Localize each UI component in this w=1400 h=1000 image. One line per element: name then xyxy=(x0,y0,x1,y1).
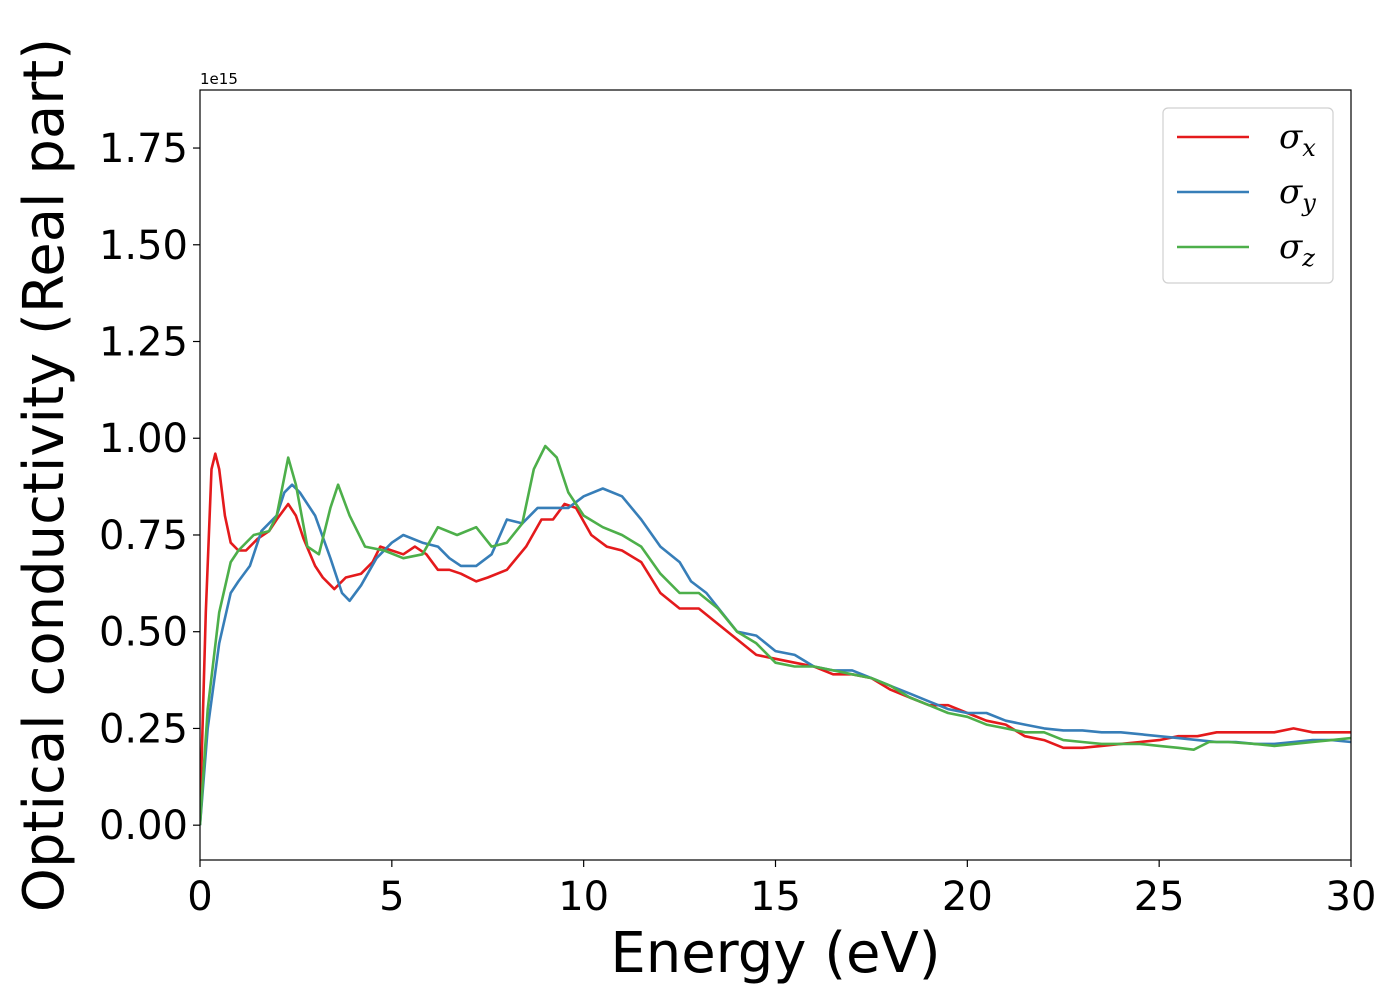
legend: σx σy σz xyxy=(1162,107,1334,284)
x-tick-label: 10 xyxy=(558,874,609,920)
legend-label-z: σz xyxy=(1279,227,1315,272)
x-tick-label: 25 xyxy=(1134,874,1185,920)
series-layer xyxy=(200,444,1351,826)
x-axis-ticks: 0 5 10 15 20 25 30 xyxy=(187,860,1376,920)
x-tick-label: 5 xyxy=(379,874,404,920)
legend-box xyxy=(1162,107,1334,284)
y-tick-label: 1.75 xyxy=(99,126,188,172)
legend-label-y: σy xyxy=(1279,172,1316,217)
y-offset-text: 1e15 xyxy=(200,70,238,88)
y-axis-label: Optical conductivity (Real part) xyxy=(12,38,77,912)
x-tick-label: 0 xyxy=(187,874,212,920)
x-axis-label: Energy (eV) xyxy=(610,921,940,986)
x-tick-label: 15 xyxy=(750,874,801,920)
legend-label-x: σx xyxy=(1279,117,1316,162)
series-line-z xyxy=(200,444,1351,826)
y-axis-ticks: 0.00 0.25 0.50 0.75 1.00 1.25 1.50 1.75 xyxy=(99,126,200,849)
y-tick-label: 0.50 xyxy=(99,610,188,656)
series-line-x xyxy=(200,452,1351,818)
y-tick-label: 0.75 xyxy=(99,513,188,559)
series-line-y xyxy=(200,483,1351,826)
y-tick-label: 1.00 xyxy=(99,416,188,462)
y-tick-label: 1.25 xyxy=(99,320,188,366)
x-tick-label: 30 xyxy=(1326,874,1377,920)
y-tick-label: 0.00 xyxy=(99,803,188,849)
y-tick-label: 1.50 xyxy=(99,223,188,269)
x-tick-label: 20 xyxy=(942,874,993,920)
y-tick-label: 0.25 xyxy=(99,706,188,752)
